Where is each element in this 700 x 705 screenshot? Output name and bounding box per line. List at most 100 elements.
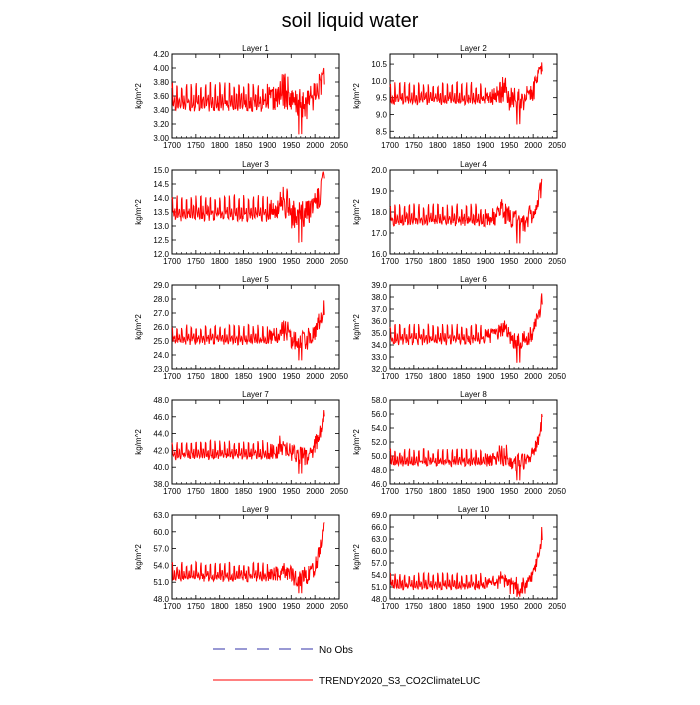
y-tick-label: 48.0: [153, 396, 169, 405]
x-tick-label: 1800: [211, 257, 229, 266]
y-tick-label: 8.5: [376, 127, 388, 136]
y-axis-label: kg/m^2: [134, 83, 143, 109]
panel-title: Layer 3: [242, 160, 269, 169]
x-tick-label: 2050: [548, 372, 566, 381]
x-tick-label: 2000: [524, 257, 542, 266]
y-tick-label: 14.0: [153, 194, 169, 203]
x-tick-label: 1900: [477, 487, 495, 496]
x-tick-label: 1700: [381, 487, 399, 496]
x-tick-label: 2050: [330, 487, 348, 496]
x-tick-label: 2000: [524, 487, 542, 496]
series-line-trendy2020: [389, 178, 543, 244]
y-tick-label: 35.0: [371, 329, 387, 338]
x-tick-label: 2050: [330, 257, 348, 266]
x-tick-label: 2050: [548, 141, 566, 150]
x-tick-label: 2000: [524, 372, 542, 381]
y-tick-label: 14.5: [153, 180, 169, 189]
y-tick-label: 42.0: [153, 446, 169, 455]
y-tick-label: 50.0: [371, 452, 387, 461]
x-tick-label: 1750: [405, 372, 423, 381]
x-tick-label: 1700: [381, 141, 399, 150]
plot-frame: [389, 53, 558, 139]
x-tick-label: 2050: [330, 141, 348, 150]
x-tick-label: 2000: [524, 141, 542, 150]
x-tick-label: 2050: [330, 372, 348, 381]
y-tick-label: 54.0: [371, 571, 387, 580]
x-tick-label: 1800: [211, 602, 229, 611]
x-tick-label: 1950: [282, 372, 300, 381]
y-tick-label: 63.0: [153, 511, 169, 520]
x-tick-label: 1700: [163, 487, 181, 496]
panel-3: Layer 3 kg/m^2 1700 1750 1800 1850 1900 1950 200…: [134, 160, 348, 266]
y-tick-label: 9.5: [376, 94, 388, 103]
panel-2: Layer 2 kg/m^2 1700 1750 1800 1850 1900 1950 200…: [352, 44, 566, 150]
series-line-trendy2020: [171, 171, 325, 243]
y-tick-label: 3.60: [153, 92, 169, 101]
panel-4: Layer 4 kg/m^2 1700 1750 1800 1850 1900 1950 200…: [352, 160, 566, 266]
y-tick-label: 48.0: [371, 466, 387, 475]
y-tick-label: 25.0: [153, 337, 169, 346]
y-tick-label: 3.00: [153, 134, 169, 143]
y-tick-label: 46.0: [153, 413, 169, 422]
x-tick-label: 1750: [405, 487, 423, 496]
x-tick-label: 1750: [187, 141, 205, 150]
plot-frame: [171, 514, 340, 600]
x-tick-label: 1800: [429, 141, 447, 150]
y-tick-label: 15.0: [153, 166, 169, 175]
y-tick-label: 60.0: [153, 528, 169, 537]
series-line-trendy2020: [171, 410, 325, 474]
x-tick-label: 1800: [211, 487, 229, 496]
x-tick-label: 1850: [235, 257, 253, 266]
legend-label-no-obs: No Obs: [319, 645, 353, 656]
y-tick-label: 69.0: [371, 511, 387, 520]
panel-7: Layer 7 kg/m^2 1700 1750 1800 1850 1900 1950 200…: [134, 390, 348, 496]
y-tick-label: 3.20: [153, 120, 169, 129]
x-tick-label: 1750: [187, 257, 205, 266]
y-tick-label: 10.5: [371, 60, 387, 69]
x-tick-label: 1900: [259, 487, 277, 496]
panel-title: Layer 5: [242, 275, 269, 284]
y-tick-label: 20.0: [371, 166, 387, 175]
y-tick-label: 38.0: [153, 480, 169, 489]
x-tick-label: 1700: [163, 602, 181, 611]
y-axis-label: kg/m^2: [134, 199, 143, 225]
y-tick-label: 44.0: [153, 430, 169, 439]
x-tick-label: 1950: [282, 257, 300, 266]
x-tick-label: 1900: [477, 257, 495, 266]
series-line-trendy2020: [171, 522, 325, 594]
y-tick-label: 66.0: [371, 523, 387, 532]
x-tick-label: 1850: [453, 141, 471, 150]
x-tick-label: 2000: [306, 257, 324, 266]
y-axis-label: kg/m^2: [352, 544, 361, 570]
y-tick-label: 13.5: [153, 208, 169, 217]
x-tick-label: 1950: [282, 141, 300, 150]
x-tick-label: 1950: [500, 372, 518, 381]
y-axis-label: kg/m^2: [134, 314, 143, 340]
panel-9: Layer 9 kg/m^2 1700 1750 1800 1850 1900 1950 200…: [134, 505, 348, 611]
plot-frame: [389, 514, 558, 600]
y-axis-label: kg/m^2: [352, 199, 361, 225]
y-tick-label: 34.0: [371, 341, 387, 350]
y-tick-label: 58.0: [371, 396, 387, 405]
panel-title: Layer 1: [242, 44, 269, 53]
x-tick-label: 1900: [259, 372, 277, 381]
x-tick-label: 1700: [381, 602, 399, 611]
y-tick-label: 60.0: [371, 547, 387, 556]
y-tick-label: 54.0: [153, 561, 169, 570]
x-tick-label: 1850: [235, 372, 253, 381]
x-tick-label: 1850: [453, 372, 471, 381]
x-tick-label: 1900: [259, 141, 277, 150]
y-tick-label: 54.0: [371, 424, 387, 433]
y-tick-label: 4.00: [153, 64, 169, 73]
y-tick-label: 18.0: [371, 208, 387, 217]
series-line-trendy2020: [171, 67, 325, 135]
x-tick-label: 1950: [500, 487, 518, 496]
y-axis-label: kg/m^2: [134, 544, 143, 570]
y-tick-label: 23.0: [153, 365, 169, 374]
plot-frame: [389, 284, 558, 370]
x-tick-label: 1700: [381, 257, 399, 266]
x-tick-label: 2000: [306, 602, 324, 611]
plot-frame: [389, 169, 558, 255]
y-tick-label: 19.0: [371, 187, 387, 196]
